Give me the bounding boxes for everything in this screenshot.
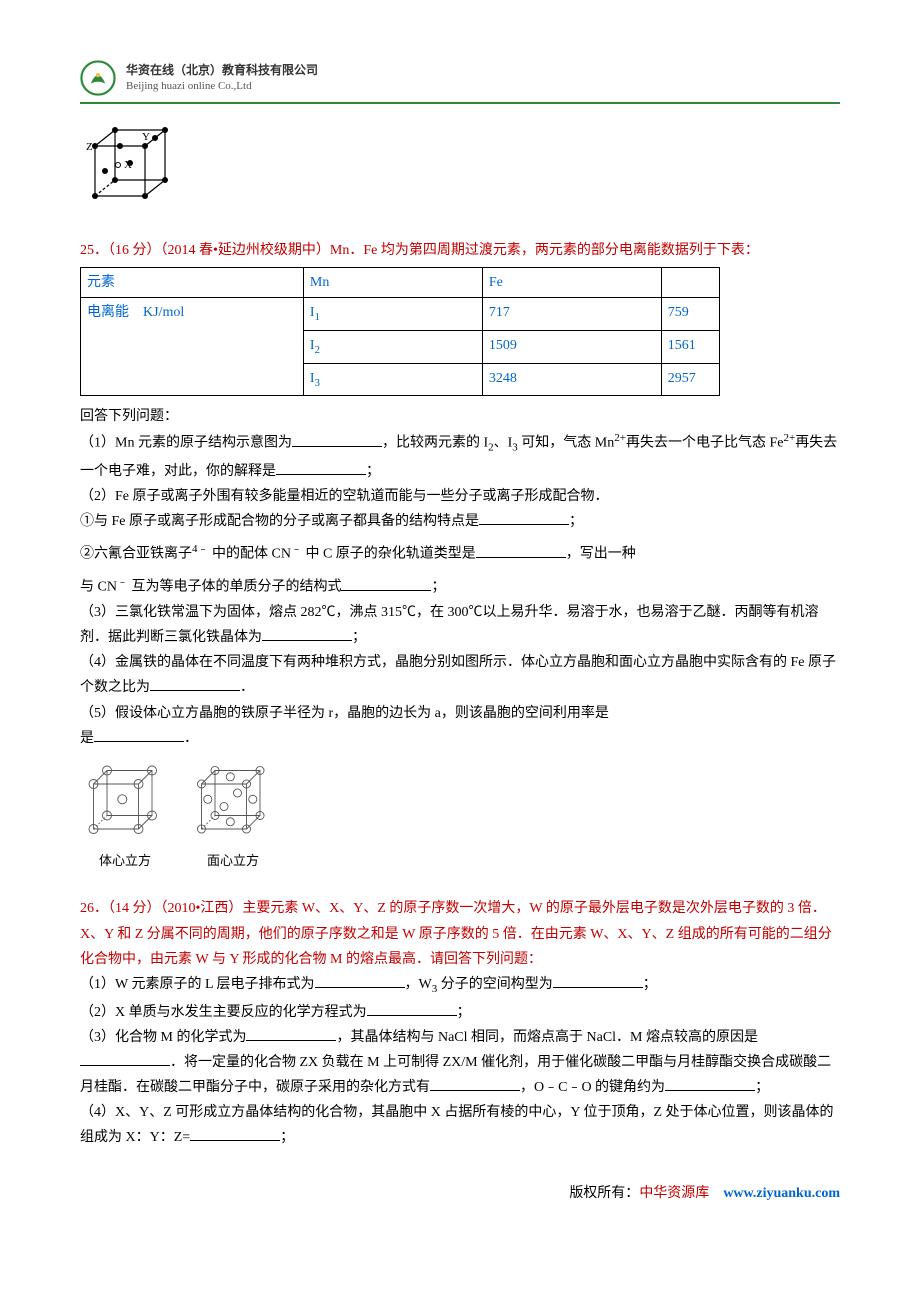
svg-text:Z: Z: [86, 141, 93, 153]
blank: [262, 626, 352, 641]
th-element: 元素: [81, 268, 304, 298]
q25-part3: （3）三氯化铁常温下为固体，熔点 282℃，沸点 315℃，在 300℃以上易升…: [80, 600, 840, 650]
q25-answer-intro: 回答下列问题：: [80, 404, 840, 429]
blank: [190, 1126, 280, 1141]
q26-part4: （4）X、Y、Z 可形成立方晶体结构的化合物，其晶胞中 X 占据所有棱的中心，Y…: [80, 1100, 840, 1150]
q25-part4: （4）金属铁的晶体在不同温度下有两种堆积方式，晶胞分别如图所示．体心立方晶胞和面…: [80, 650, 840, 700]
blank: [80, 1051, 170, 1066]
th-fe: Fe: [482, 268, 661, 298]
footer-site: www.ziyuanku.com: [723, 1186, 840, 1201]
q25-number: 25．（16 分）（2014 春•延边州校级期中）Mn．Fe 均为第四周期过渡元…: [80, 243, 759, 258]
blank: [553, 973, 643, 988]
footer: 版权所有：中华资源库 www.ziyuanku.com: [80, 1181, 840, 1206]
blank: [94, 727, 184, 742]
q26-number: 26．（14 分）（2010•江西）主要元素 W、X、Y、Z 的原子序数一次增大…: [80, 901, 832, 966]
q25-part5: （5）假设体心立方晶胞的铁原子半径为 r，晶胞的边长为 a，则该晶胞的空间利用率…: [80, 701, 840, 751]
blank: [367, 1001, 457, 1016]
blank: [430, 1076, 520, 1091]
blank: [315, 973, 405, 988]
q25-part2-1: ①与 Fe 原子或离子形成配合物的分子或离子都具备的结构特点是；: [80, 509, 840, 534]
q25-part2-2: ②六氰合亚铁离子4﹣ 中的配体 CN﹣ 中 C 原子的杂化轨道类型是，写出一种: [80, 540, 840, 567]
fcc-cube: [188, 757, 278, 847]
question-25: 25．（16 分）（2014 春•延边州校级期中）Mn．Fe 均为第四周期过渡元…: [80, 238, 840, 872]
copyright-owner: 中华资源库: [639, 1186, 709, 1201]
blank: [276, 460, 366, 475]
blank: [341, 576, 431, 591]
company-name-cn: 华资在线（北京）教育科技有限公司: [126, 63, 318, 79]
q26-part3: （3）化合物 M 的化学式为，其晶体结构与 NaCl 相同，而熔点高于 NaCl…: [80, 1025, 840, 1101]
blank: [476, 543, 566, 558]
logo-icon: [80, 60, 116, 96]
bcc-cube: [80, 757, 170, 847]
blank: [479, 510, 569, 525]
fcc-label: 面心立方: [188, 849, 278, 872]
blank: [246, 1026, 336, 1041]
company-name-en: Beijing huazi online Co.,Ltd: [126, 79, 318, 93]
crystal-cubes-figure: 体心立方: [80, 757, 840, 872]
bcc-label: 体心立方: [80, 849, 170, 872]
th-mn: Mn: [303, 268, 482, 298]
th-ionization: 电离能 KJ/mol: [81, 298, 304, 396]
svg-text:X: X: [124, 159, 132, 171]
page-header: 华资在线（北京）教育科技有限公司 Beijing huazi online Co…: [80, 60, 840, 104]
blank: [665, 1076, 755, 1091]
q26-part1: （1）W 元素原子的 L 层电子排布式为，W3 分子的空间构型为；: [80, 972, 840, 1000]
blank: [150, 676, 240, 691]
ionization-table: 元素 Mn Fe 电离能 KJ/mol I1 717 759 I2 1509 1…: [80, 267, 720, 396]
q25-part1: （1）Mn 元素的原子结构示意图为，比较两元素的 I2、I3 可知，气态 Mn2…: [80, 429, 840, 483]
q25-part2: （2）Fe 原子或离子外围有较多能量相近的空轨道而能与一些分子或离子形成配合物．: [80, 484, 840, 509]
question-26: 26．（14 分）（2010•江西）主要元素 W、X、Y、Z 的原子序数一次增大…: [80, 896, 840, 1150]
q26-part2: （2）X 单质与水发生主要反应的化学方程式为；: [80, 1000, 840, 1025]
cube-xyz-figure: Z Y X: [80, 118, 840, 218]
th-empty: [661, 268, 719, 298]
q25-part2-2b: 与 CN﹣ 互为等电子体的单质分子的结构式；: [80, 573, 840, 600]
blank: [292, 432, 382, 447]
copyright-label: 版权所有：: [569, 1186, 639, 1201]
svg-text:Y: Y: [142, 131, 150, 143]
